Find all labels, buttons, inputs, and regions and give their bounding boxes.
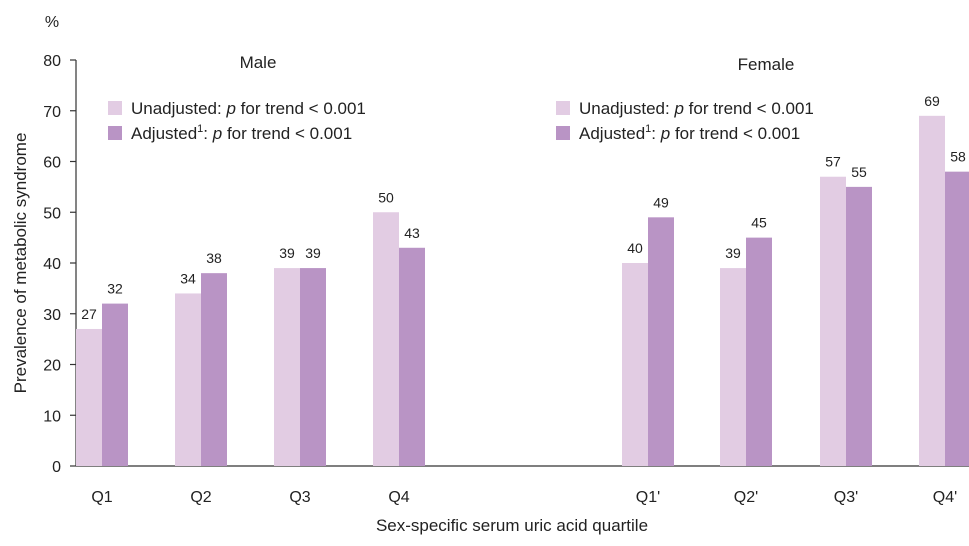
data-label: 69 xyxy=(924,93,940,109)
data-label: 32 xyxy=(107,281,123,297)
x-axis-title: Sex-specific serum uric acid quartile xyxy=(376,516,648,535)
bar-adjusted xyxy=(399,247,425,466)
data-label: 57 xyxy=(825,154,841,170)
legend-label-unadjusted: Unadjusted: p for trend < 0.001 xyxy=(131,99,366,118)
y-tick-label: 20 xyxy=(43,358,61,375)
bar-adjusted xyxy=(201,273,227,466)
bar-unadjusted xyxy=(175,293,201,466)
bar-adjusted xyxy=(746,237,772,466)
data-label: 38 xyxy=(206,250,222,266)
legend-swatch-unadjusted xyxy=(108,101,122,115)
bar-adjusted xyxy=(102,303,128,466)
x-tick-label: Q2 xyxy=(190,489,211,506)
bar-adjusted xyxy=(846,186,872,466)
bar-unadjusted xyxy=(622,263,648,466)
bar-adjusted xyxy=(648,217,674,466)
y-tick-label: 40 xyxy=(43,256,61,273)
x-tick-label: Q4 xyxy=(388,489,409,506)
x-tick-label: Q2' xyxy=(734,489,758,506)
legend-label-adjusted: Adjusted1: p for trend < 0.001 xyxy=(131,123,352,143)
bar-unadjusted xyxy=(720,268,746,466)
x-tick-label: Q1 xyxy=(91,489,112,506)
data-label: 43 xyxy=(404,225,420,241)
y-unit-label: % xyxy=(45,14,59,31)
y-tick-label: 10 xyxy=(43,408,61,425)
data-label: 39 xyxy=(305,245,321,261)
bar-unadjusted xyxy=(76,328,102,466)
y-tick-label: 50 xyxy=(43,205,61,222)
data-label: 50 xyxy=(378,189,394,205)
legend-label-unadjusted: Unadjusted: p for trend < 0.001 xyxy=(579,99,814,118)
panel-title: Female xyxy=(738,55,795,74)
y-tick-label: 60 xyxy=(43,155,61,172)
labels: 0 10 20 30 40 50 60 70 80% Prevalence of metaboli… xyxy=(11,14,966,535)
data-label: 58 xyxy=(950,149,966,165)
data-label: 45 xyxy=(751,215,767,231)
legend-swatch-adjusted xyxy=(556,126,570,140)
data-label: 34 xyxy=(180,270,196,286)
data-label: 39 xyxy=(725,245,741,261)
x-tick-label: Q3 xyxy=(289,489,310,506)
bar-unadjusted xyxy=(274,268,300,466)
y-tick-label: 70 xyxy=(43,104,61,121)
x-tick-label: Q3' xyxy=(834,489,858,506)
data-label: 39 xyxy=(279,245,295,261)
legend-label-adjusted: Adjusted1: p for trend < 0.001 xyxy=(579,123,800,143)
bar-unadjusted xyxy=(919,115,945,466)
legend-swatch-unadjusted xyxy=(556,101,570,115)
legend-swatch-adjusted xyxy=(108,126,122,140)
bar-unadjusted xyxy=(373,212,399,466)
bar-unadjusted xyxy=(820,176,846,466)
data-label: 27 xyxy=(81,306,97,322)
data-label: 55 xyxy=(851,164,867,180)
y-axis-title: Prevalence of metabolic syndrome xyxy=(11,133,30,394)
data-label: 49 xyxy=(653,194,669,210)
y-tick-label: 0 xyxy=(52,459,61,476)
y-tick-label: 80 xyxy=(43,53,61,70)
x-tick-label: Q1' xyxy=(636,489,660,506)
bar-adjusted xyxy=(945,171,969,466)
bar-adjusted xyxy=(300,268,326,466)
data-label: 40 xyxy=(627,240,643,256)
bars xyxy=(76,115,969,466)
legends: Unadjusted: p for trend < 0.001 Adjusted1… xyxy=(108,99,814,143)
panel-title: Male xyxy=(240,53,277,72)
y-tick-label: 30 xyxy=(43,307,61,324)
x-tick-label: Q4' xyxy=(933,489,957,506)
